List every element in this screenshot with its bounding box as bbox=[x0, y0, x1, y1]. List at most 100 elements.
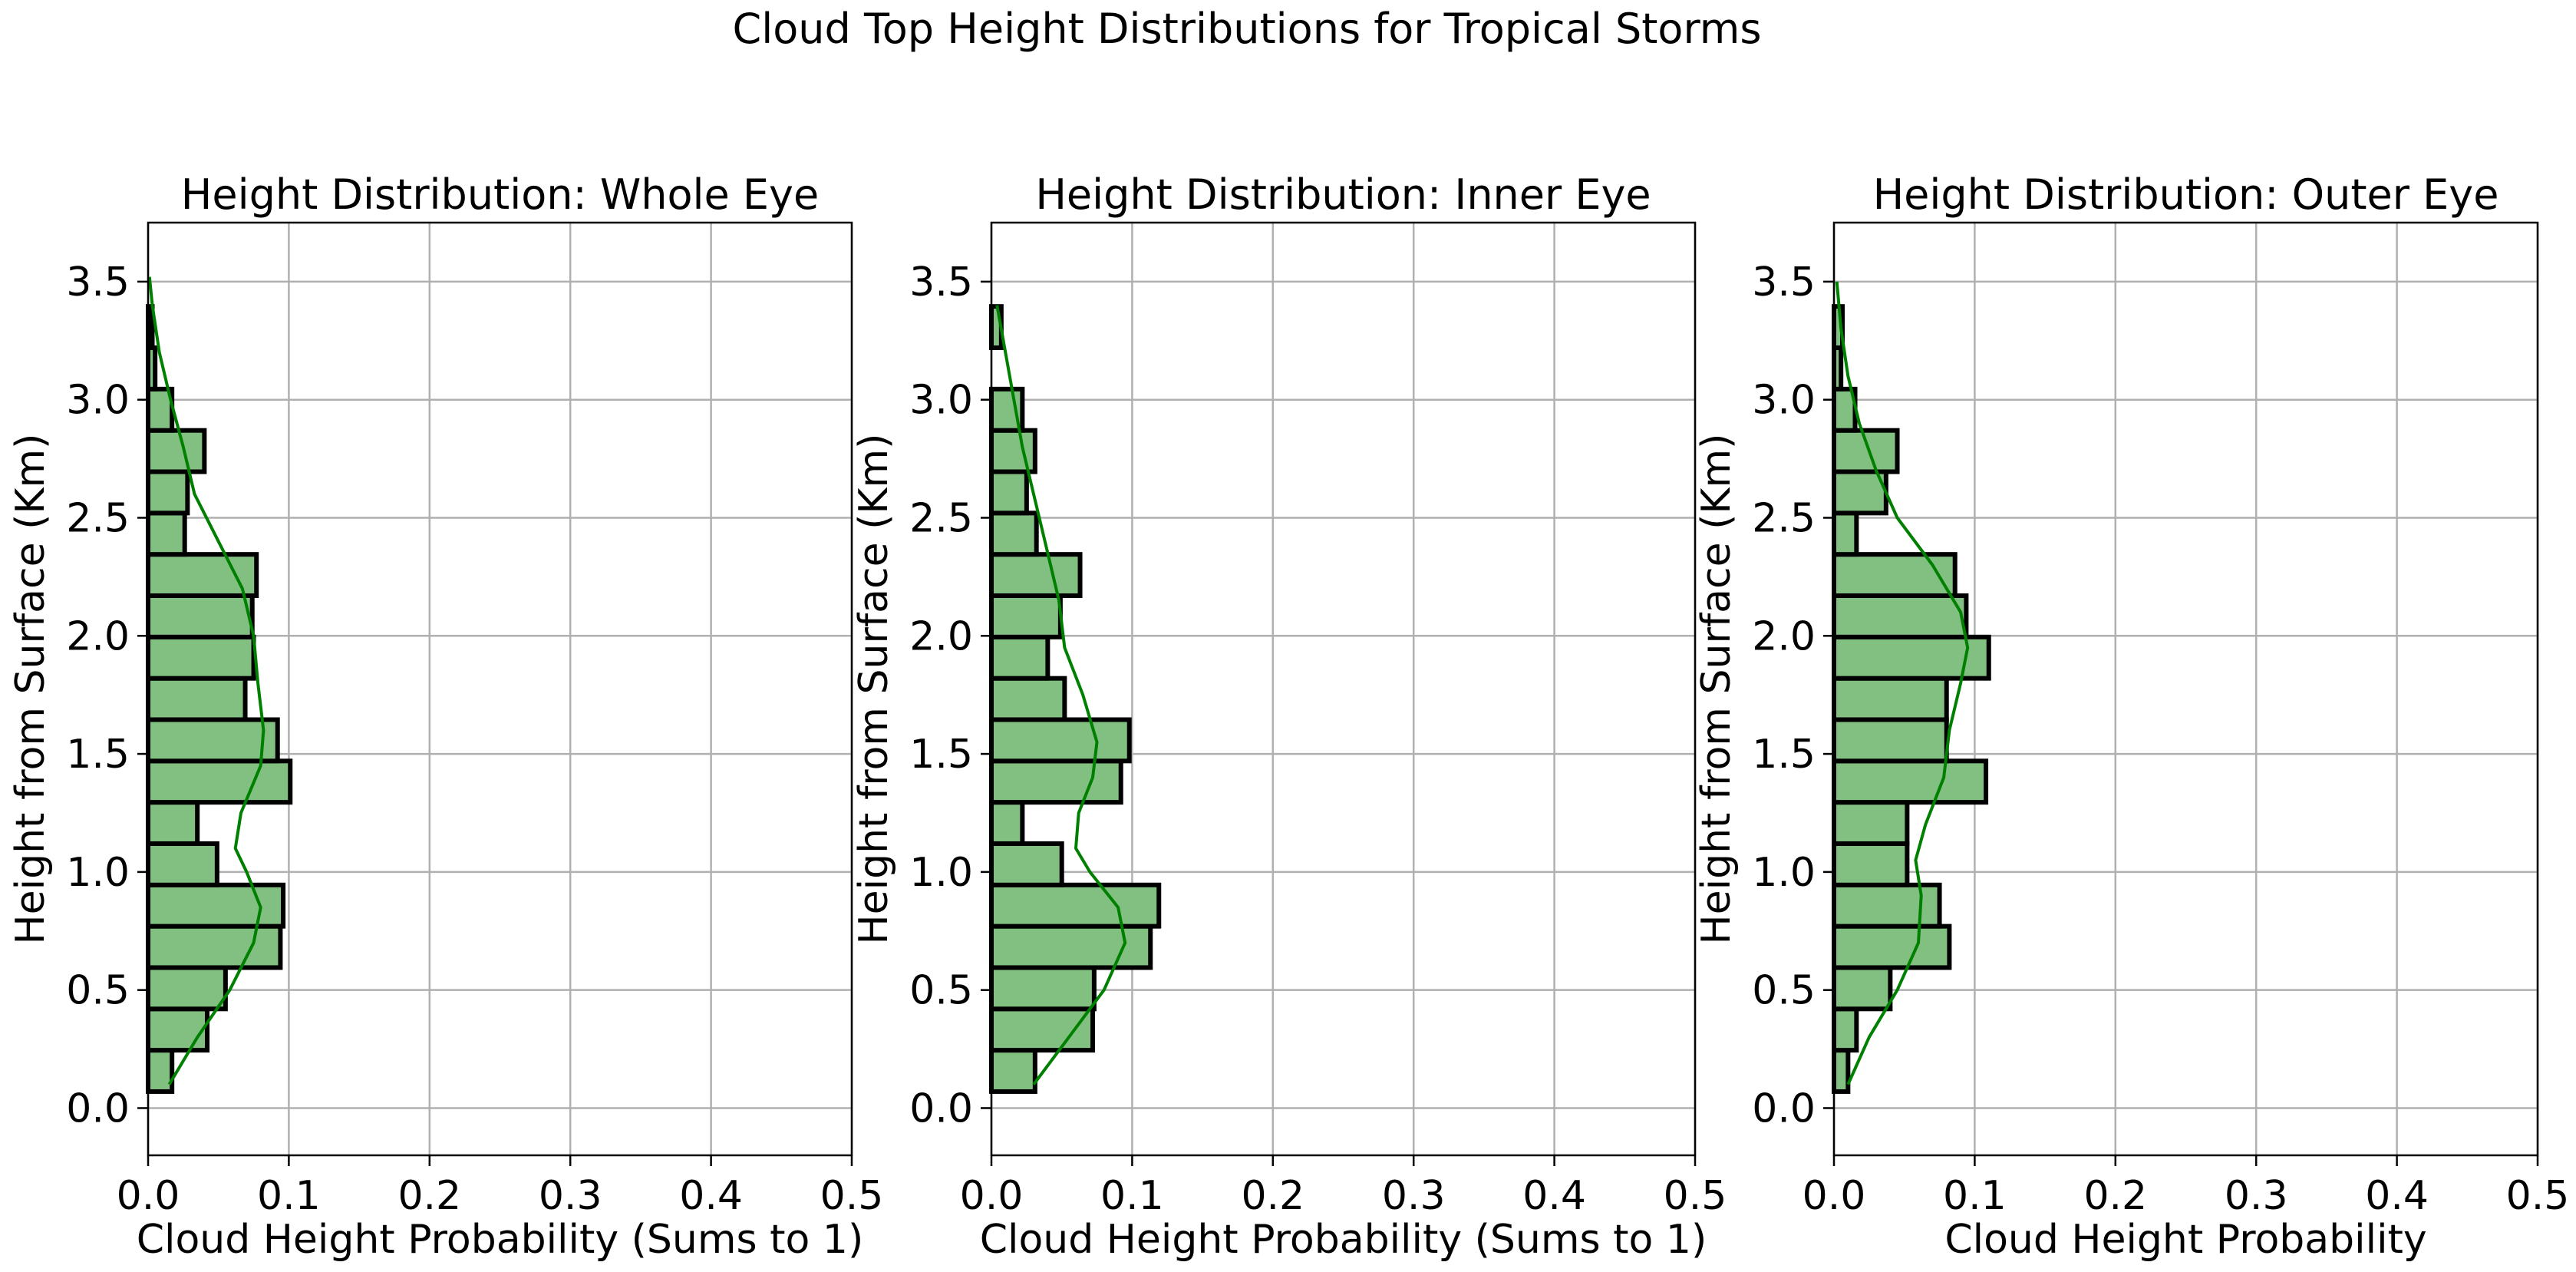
histogram-bar bbox=[146, 634, 256, 681]
x-tick-label: 0.4 bbox=[2365, 1173, 2429, 1219]
y-tick-label: 0.5 bbox=[909, 968, 973, 1014]
x-tick-label: 0.0 bbox=[960, 1173, 1024, 1219]
histogram-bar bbox=[146, 676, 248, 722]
histogram-bar bbox=[146, 923, 283, 970]
histogram-bar bbox=[146, 965, 228, 1012]
y-tick-label: 2.5 bbox=[909, 495, 973, 541]
histogram-bar bbox=[146, 593, 255, 639]
histogram-bar bbox=[1832, 717, 1949, 764]
histogram-bar bbox=[1832, 965, 1893, 1012]
histogram-bar bbox=[989, 800, 1025, 846]
y-tick-label: 0.0 bbox=[1752, 1085, 1816, 1132]
axes-frame bbox=[990, 221, 1697, 1157]
x-tick-label: 0.3 bbox=[2225, 1173, 2288, 1219]
y-tick-label: 3.5 bbox=[909, 259, 973, 306]
histogram-bar bbox=[989, 717, 1132, 764]
subplot-2: 0.0 0.1 0.2 0.3 0.4 0.5 0.0 0.5 1.0 1.5 2.0 2.5 3.0 3… bbox=[851, 170, 1727, 1263]
x-tick-label: 0.1 bbox=[1943, 1173, 2007, 1219]
x-tick-label: 0.4 bbox=[679, 1173, 743, 1219]
histogram-bar bbox=[989, 634, 1051, 681]
y-tick-label: 2.0 bbox=[909, 613, 973, 659]
x-tick-label: 0.1 bbox=[1100, 1173, 1164, 1219]
y-tick-label: 0.0 bbox=[909, 1085, 973, 1132]
histogram-bar bbox=[146, 345, 158, 392]
histogram-bar bbox=[146, 510, 187, 557]
x-tick-label: 0.2 bbox=[397, 1173, 461, 1219]
y-tick-label: 1.0 bbox=[909, 850, 973, 896]
y-tick-label: 0.5 bbox=[1752, 968, 1816, 1014]
y-tick-label: 2.5 bbox=[66, 495, 130, 541]
y-tick-label: 1.5 bbox=[909, 732, 973, 778]
x-tick-label: 0.2 bbox=[2083, 1173, 2147, 1219]
histogram-bar bbox=[989, 758, 1123, 805]
histogram-bar bbox=[989, 923, 1153, 970]
x-tick-label: 0.2 bbox=[1241, 1173, 1304, 1219]
histogram-bar bbox=[146, 428, 207, 474]
histogram-bar bbox=[1832, 676, 1949, 722]
x-tick-label: 0.5 bbox=[2506, 1173, 2570, 1219]
x-tick-label: 0.1 bbox=[257, 1173, 321, 1219]
x-tick-label: 0.0 bbox=[117, 1173, 180, 1219]
subplot-1: 0.0 0.1 0.2 0.3 0.4 0.5 0.0 0.5 1.0 1.5 2.0 2.5 3.0 3… bbox=[8, 170, 883, 1263]
histogram-bar bbox=[989, 965, 1097, 1012]
histogram-bar bbox=[989, 469, 1029, 516]
y-tick-label: 0.5 bbox=[66, 968, 130, 1014]
y-tick-label: 2.0 bbox=[66, 613, 130, 659]
histogram-bar bbox=[989, 676, 1067, 722]
histogram-bar bbox=[1832, 1006, 1859, 1053]
histogram-bar bbox=[989, 1048, 1037, 1094]
histogram-bar bbox=[989, 552, 1083, 599]
histogram-bar bbox=[146, 1006, 210, 1053]
histogram-bar bbox=[146, 758, 293, 805]
x-axis-label: Cloud Height Probability (Sums to 1) bbox=[980, 1217, 1707, 1263]
histogram-bar bbox=[146, 1048, 175, 1094]
y-tick-label: 3.0 bbox=[66, 378, 130, 424]
y-axis-label: Height from Surface (Km) bbox=[1694, 434, 1740, 945]
y-tick-label: 3.5 bbox=[66, 259, 130, 306]
y-tick-label: 0.0 bbox=[66, 1085, 130, 1132]
y-tick-label: 2.5 bbox=[1752, 495, 1816, 541]
x-axis-label: Cloud Height Probability bbox=[1944, 1217, 2426, 1263]
x-tick-label: 0.0 bbox=[1803, 1173, 1866, 1219]
y-tick-label: 3.0 bbox=[1752, 378, 1816, 424]
x-axis-label: Cloud Height Probability (Sums to 1) bbox=[137, 1217, 864, 1263]
axes-frame bbox=[147, 221, 853, 1157]
y-tick-label: 3.5 bbox=[1752, 259, 1816, 306]
kde-curve bbox=[147, 276, 266, 1085]
histogram-bar bbox=[1832, 510, 1859, 557]
kde-curve bbox=[1835, 281, 1970, 1085]
histogram-bar bbox=[146, 800, 200, 846]
subplot-3: 0.0 0.1 0.2 0.3 0.4 0.5 0.0 0.5 1.0 1.5 2.0 2.5 3.0 3… bbox=[1694, 170, 2569, 1263]
y-tick-label: 1.0 bbox=[1752, 850, 1816, 896]
x-tick-label: 0.5 bbox=[1664, 1173, 1727, 1219]
figure-suptitle: Cloud Top Height Distributions for Tropi… bbox=[733, 5, 1762, 53]
histogram-bar bbox=[1832, 1048, 1851, 1094]
histogram-bar bbox=[1832, 800, 1910, 846]
y-axis-label: Height from Surface (Km) bbox=[8, 434, 54, 945]
histogram-bar bbox=[1832, 841, 1910, 887]
y-tick-label: 3.0 bbox=[909, 378, 973, 424]
y-tick-label: 1.0 bbox=[66, 850, 130, 896]
histogram-bar bbox=[146, 841, 219, 887]
y-tick-label: 2.0 bbox=[1752, 613, 1816, 659]
axes-frame bbox=[1832, 221, 2539, 1157]
histogram-bar bbox=[146, 469, 190, 516]
histogram-bar bbox=[989, 1006, 1096, 1053]
x-tick-label: 0.4 bbox=[1522, 1173, 1586, 1219]
histogram-bar bbox=[146, 552, 259, 599]
histogram-bar bbox=[1832, 345, 1844, 392]
y-axis-label: Height from Surface (Km) bbox=[851, 434, 897, 945]
histogram-bar bbox=[1832, 593, 1969, 639]
x-tick-label: 0.3 bbox=[1382, 1173, 1446, 1219]
histogram-bar bbox=[1832, 758, 1989, 805]
histogram-bar bbox=[989, 593, 1063, 639]
histogram-bar bbox=[989, 882, 1162, 929]
histogram-bar bbox=[989, 841, 1064, 887]
histogram-bar bbox=[146, 717, 280, 764]
subplot-title: Height Distribution: Inner Eye bbox=[1035, 170, 1651, 219]
x-tick-label: 0.5 bbox=[820, 1173, 884, 1219]
y-tick-label: 1.5 bbox=[66, 732, 130, 778]
subplot-title: Height Distribution: Whole Eye bbox=[181, 170, 819, 219]
x-tick-label: 0.3 bbox=[539, 1173, 602, 1219]
